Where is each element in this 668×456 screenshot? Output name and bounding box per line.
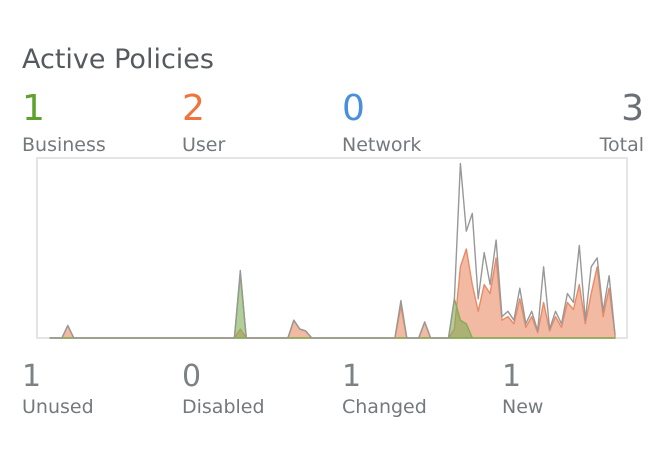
widget-title: Active Policies — [22, 44, 214, 75]
stat-value: 1 — [22, 88, 45, 129]
stat-value: 0 — [342, 88, 365, 129]
total-line — [50, 162, 616, 339]
stat-value: 3 — [621, 88, 644, 129]
stat-label: Total — [599, 134, 644, 156]
summary-value: 0 — [182, 359, 201, 394]
summary-label: Changed — [342, 396, 427, 418]
stat-label: Business — [22, 134, 106, 156]
summary-label: New — [502, 396, 543, 418]
stat-value: 2 — [182, 88, 205, 129]
chart-frame — [36, 157, 628, 339]
summary-value: 1 — [22, 359, 41, 394]
stat-label: Network — [342, 134, 421, 156]
stat-label: User — [182, 134, 225, 156]
summary-label: Unused — [22, 396, 94, 418]
summary-value: 1 — [502, 359, 521, 394]
summary-value: 1 — [342, 359, 361, 394]
summary-label: Disabled — [182, 396, 265, 418]
